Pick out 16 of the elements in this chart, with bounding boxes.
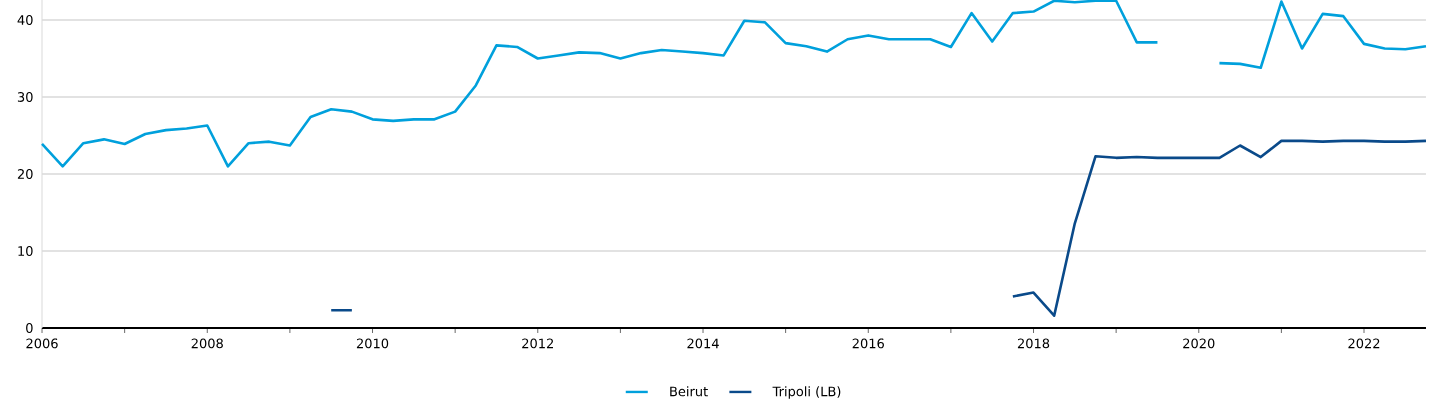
x-tick-label: 2014 bbox=[687, 338, 719, 349]
legend-label: Tripoli (LB) bbox=[772, 386, 841, 399]
x-tick-label: 2010 bbox=[356, 338, 389, 349]
legend-label: Beirut bbox=[670, 386, 708, 397]
x-tick-label: 2008 bbox=[191, 338, 223, 349]
y-tick-label: 30 bbox=[17, 92, 33, 102]
x-tick-label: 2018 bbox=[1017, 338, 1050, 349]
x-tick-label: 2016 bbox=[852, 338, 884, 349]
x-tick-label: 2012 bbox=[522, 338, 553, 349]
x-tick-label: 2020 bbox=[1183, 338, 1215, 349]
x-tick-label: 2006 bbox=[26, 338, 58, 349]
y-tick-label: 20 bbox=[17, 169, 33, 179]
y-tick-label: 40 bbox=[17, 15, 33, 25]
x-tick-label: 2022 bbox=[1348, 338, 1380, 349]
y-tick-label: 10 bbox=[18, 246, 33, 256]
y-tick-label: 0 bbox=[26, 323, 33, 333]
